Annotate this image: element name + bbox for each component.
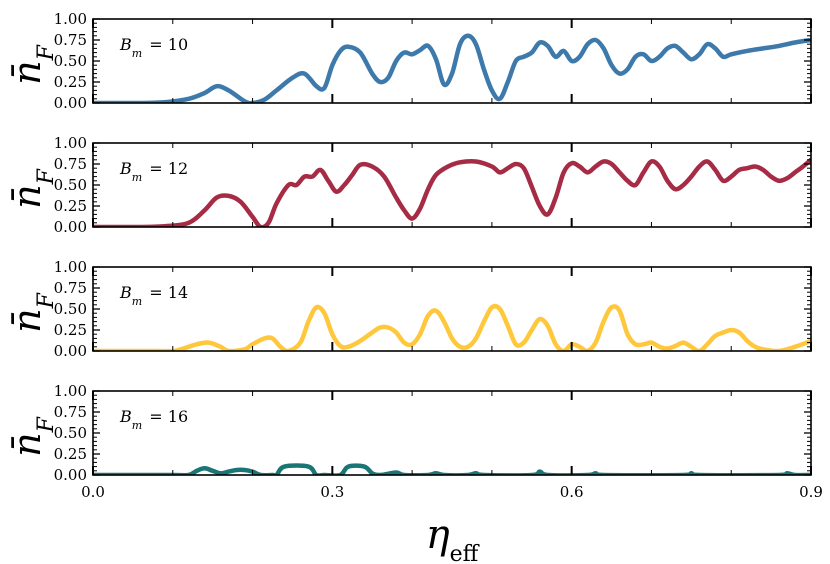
series-line-1	[93, 33, 811, 103]
y-tick-label: 0.00	[54, 342, 87, 360]
series-label-4: Bm = 16	[119, 407, 188, 432]
y-tick-label: 0.00	[54, 466, 87, 484]
y-axis-label-3: n̄F	[5, 292, 59, 332]
y-axis-label-2: n̄F	[5, 168, 59, 208]
series-label-1: Bm = 10	[119, 35, 188, 60]
series-line-2	[93, 157, 811, 227]
y-tick-label: 0.25	[54, 321, 87, 339]
x-axis-label: ηeff	[426, 512, 480, 564]
y-tick-label: 0.50	[54, 176, 87, 194]
panel-frame-4	[92, 390, 812, 476]
series-label-2: Bm = 12	[119, 159, 188, 184]
y-tick-label: 0.50	[54, 300, 87, 318]
panel-frame-1	[92, 18, 812, 104]
x-tick-label: 0.6	[560, 483, 584, 501]
x-tick-label: 0.0	[81, 483, 105, 501]
y-tick-label: 0.75	[54, 31, 87, 49]
y-tick-label: 0.25	[54, 73, 87, 91]
y-tick-label: 0.75	[54, 155, 87, 173]
y-tick-label: 0.50	[54, 52, 87, 70]
series-label-3: Bm = 14	[119, 283, 188, 308]
series-line-4	[93, 463, 811, 475]
y-tick-label: 0.00	[54, 94, 87, 112]
y-tick-label: 1.00	[54, 382, 87, 400]
y-tick-label: 0.75	[54, 403, 87, 421]
y-axis-label-4: n̄F	[5, 416, 59, 456]
x-tick-label: 0.3	[320, 483, 344, 501]
y-tick-label: 1.00	[54, 134, 87, 152]
y-tick-label: 1.00	[54, 10, 87, 28]
y-tick-label: 0.25	[54, 197, 87, 215]
y-tick-label: 0.00	[54, 218, 87, 236]
y-tick-label: 0.75	[54, 279, 87, 297]
series-line-3	[93, 303, 811, 351]
y-tick-label: 1.00	[54, 258, 87, 276]
y-tick-label: 0.50	[54, 424, 87, 442]
y-tick-label: 0.25	[54, 445, 87, 463]
x-tick-label: 0.9	[799, 483, 823, 501]
y-axis-label-1: n̄F	[5, 44, 59, 84]
